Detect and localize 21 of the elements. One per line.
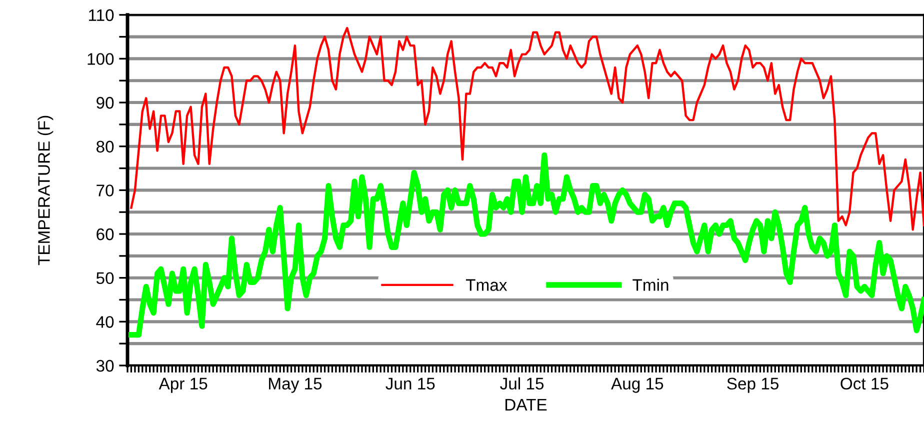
legend-label: Tmin: [632, 278, 668, 291]
y-tick-label: 90: [96, 96, 114, 109]
y-tick-label: 80: [96, 140, 114, 153]
x-tick-label: Sep 15: [727, 378, 779, 393]
x-tick-label: May 15: [269, 378, 322, 393]
y-tick-label: 70: [96, 184, 114, 196]
x-tick-label: Aug 15: [611, 378, 664, 393]
legend-label: Tmax: [466, 279, 508, 291]
y-tick-label: 100: [88, 53, 114, 65]
line-series: [130, 26, 924, 231]
y-tick-label: 110: [89, 9, 114, 22]
x-tick-label: Oct 15: [840, 378, 888, 390]
y-tick-label: 60: [96, 228, 114, 240]
x-tick-label: Jun 15: [386, 378, 435, 390]
y-axis-title: TEMPERATURE (F): [38, 116, 54, 266]
x-axis-title: DATE: [506, 399, 547, 410]
y-tick-label: 50: [96, 272, 114, 284]
x-tick-label: Jul 15: [500, 377, 544, 390]
y-tick-label: 30: [96, 360, 114, 372]
x-tick-label: Apr 15: [158, 378, 208, 393]
y-tick-label: 40: [96, 316, 114, 328]
